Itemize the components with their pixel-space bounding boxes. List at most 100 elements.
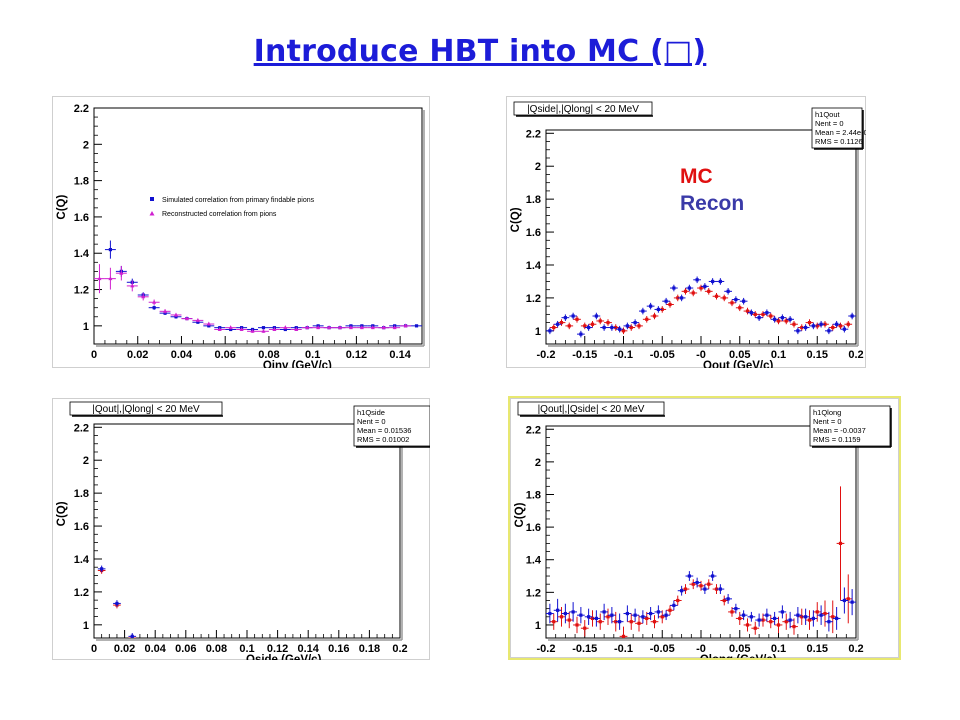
data-point [848, 589, 856, 616]
data-point [170, 312, 182, 317]
x-tick-label: 0.08 [258, 349, 279, 361]
y-tick-label: 2.2 [526, 424, 541, 436]
data-point [573, 316, 581, 323]
data-point [411, 324, 422, 328]
data-point [113, 600, 121, 607]
data-point [728, 299, 736, 307]
data-point [631, 319, 639, 326]
data-point [778, 605, 787, 619]
data-point [782, 317, 791, 325]
stats-name: h1Qside [357, 408, 385, 417]
legend-label: Simulated correlation from primary finda… [162, 197, 315, 204]
y-tick-label: 2 [83, 139, 89, 151]
stats-line: Nent = 0 [813, 417, 842, 426]
data-point [840, 587, 849, 614]
data-point [214, 326, 226, 331]
y-axis-label: C(Q) [514, 502, 526, 527]
data-point [592, 312, 601, 320]
data-point [557, 319, 566, 326]
data-point [569, 602, 577, 622]
data-point [345, 325, 357, 330]
data-point [577, 607, 585, 624]
data-point [751, 311, 760, 318]
y-tick-label: 1.4 [74, 554, 90, 566]
x-tick-label: -0.1 [614, 643, 633, 655]
data-point [356, 325, 368, 330]
data-point [681, 288, 690, 295]
data-point [584, 608, 593, 625]
panel-qout: 1 1.2 1.4 1.6 1.8 2 2.2 -0.2 -0.15 -0.1 -0.05 -0 0.0… [506, 96, 866, 368]
chart-qinv: 1 1.2 1.4 1.6 1.8 2 2.2 0 0.02 0.04 0.06 0.08 0.1 0.1… [52, 96, 430, 368]
data-point [693, 276, 701, 284]
plot-area [93, 423, 401, 639]
data-point [697, 284, 705, 292]
y-tick-label: 1.2 [74, 285, 89, 297]
data-point [569, 312, 577, 320]
y-tick-label: 1.4 [526, 260, 542, 272]
x-tick-label: 0.16 [328, 643, 349, 655]
data-point [126, 280, 138, 292]
data-point [689, 289, 698, 297]
data-point [553, 598, 562, 622]
y-tick-label: 2 [83, 455, 89, 467]
x-tick-label: 0.1 [239, 643, 254, 655]
chart-qout: 1 1.2 1.4 1.6 1.8 2 2.2 -0.2 -0.15 -0.1 -0.05 -0 0.0… [506, 96, 866, 368]
x-tick-label: 0.1 [305, 349, 320, 361]
data-point [258, 328, 269, 333]
data-point [258, 326, 269, 330]
x-tick-label: 0.15 [807, 349, 828, 361]
data-point [104, 267, 116, 290]
y-tick-label: 1.6 [74, 212, 89, 224]
data-point [716, 584, 725, 594]
data-point [805, 319, 814, 326]
data-point [584, 324, 593, 331]
stats-name: h1Qlong [813, 408, 841, 417]
x-axis-label: Qinv (GeV/c) [263, 360, 332, 368]
data-point [546, 327, 554, 335]
y-tick-label: 1.6 [74, 521, 89, 533]
y-tick-label: 1.4 [74, 248, 90, 260]
stats-line: RMS = 0.1159 [813, 435, 861, 444]
data-point [181, 316, 193, 321]
data-point [759, 311, 767, 318]
data-point [573, 616, 581, 634]
data-point [148, 299, 160, 305]
x-tick-label: -0.05 [650, 643, 675, 655]
data-point [794, 607, 802, 624]
data-point [549, 324, 558, 331]
stats-line: Nent = 0 [357, 417, 386, 426]
data-point [635, 322, 643, 330]
x-axis-label: Qlong (GeV/c) [700, 654, 777, 658]
data-point [724, 593, 732, 604]
y-tick-label: 2.2 [74, 422, 89, 434]
chart-title: |Qout|,|Qlong| < 20 MeV [92, 404, 200, 415]
y-tick-label: 1 [83, 321, 89, 333]
data-point [739, 610, 748, 621]
y-tick-label: 1.8 [526, 194, 541, 206]
data-point [662, 610, 670, 621]
data-point [681, 584, 690, 594]
data-point [724, 288, 732, 295]
x-tick-label: 0 [91, 643, 97, 655]
data-layer [546, 486, 856, 638]
x-tick-label: -0.15 [572, 643, 597, 655]
data-point [592, 610, 601, 627]
data-point [844, 320, 853, 328]
data-point [128, 633, 137, 638]
data-point [94, 264, 105, 294]
data-point [821, 600, 829, 627]
data-point [615, 325, 624, 333]
plot-area [545, 425, 857, 639]
data-point [192, 317, 204, 322]
data-point [627, 613, 636, 630]
data-point [809, 322, 818, 330]
data-point [774, 317, 783, 325]
data-point [677, 585, 686, 596]
data-point [763, 309, 771, 317]
data-point [580, 322, 589, 330]
stats-box [809, 405, 891, 447]
y-tick-label: 1.6 [526, 522, 541, 534]
stats-line: Mean = -0.0037 [813, 426, 866, 435]
data-point [670, 284, 678, 292]
data-point [747, 309, 756, 317]
